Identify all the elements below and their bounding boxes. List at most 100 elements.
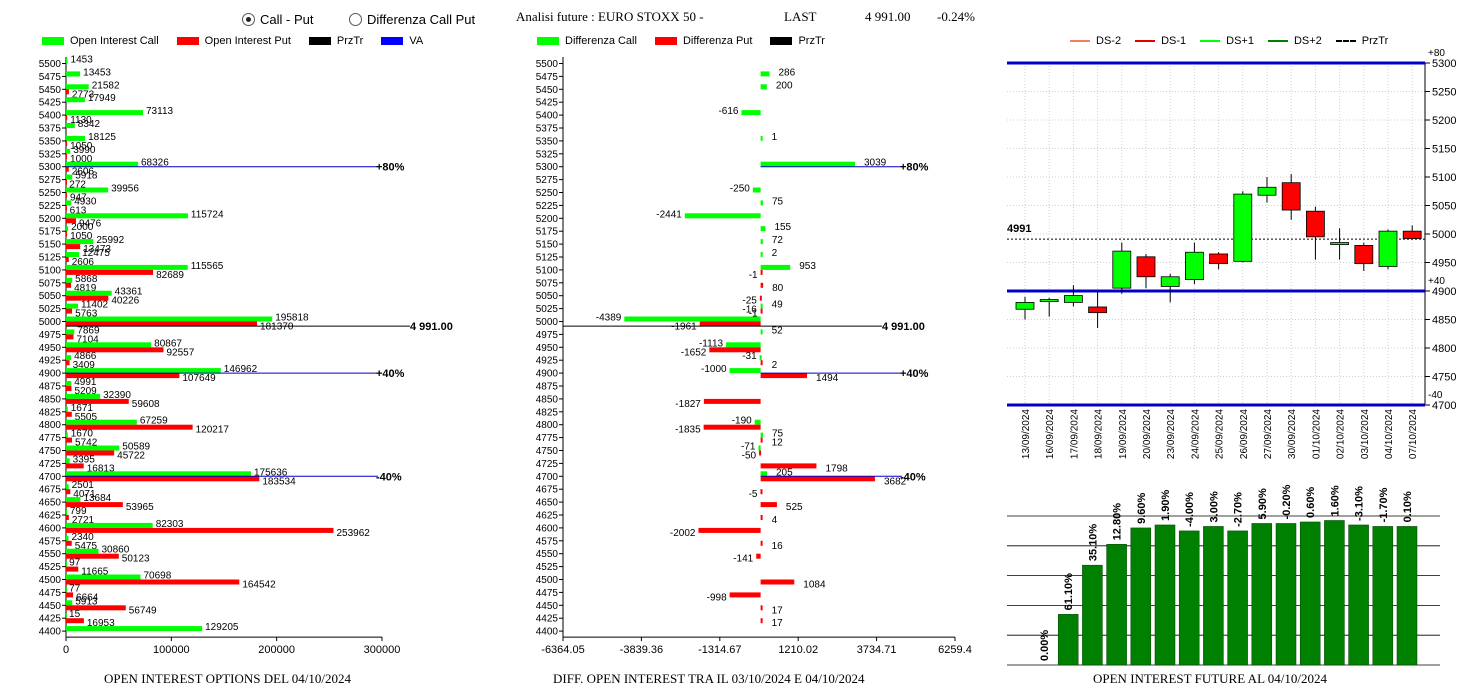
diff-put-label: -2002	[670, 528, 696, 539]
band-label: -40	[1428, 390, 1443, 401]
y-tick-label: 4675	[39, 485, 62, 496]
y-tick-label: 5150	[1432, 144, 1456, 156]
call-bar	[66, 626, 203, 632]
call-value-label: 15	[69, 609, 81, 620]
diff-call-bar	[759, 355, 762, 361]
legend2-put-label: Differenza Put	[682, 35, 753, 47]
y-tick-label: 4600	[536, 523, 559, 534]
x-tick-label: 24/09/2024	[1190, 409, 1201, 459]
put-value-label: 53965	[126, 502, 154, 513]
y-tick-label: 4800	[1432, 343, 1456, 355]
candle-body	[1160, 276, 1180, 287]
y-tick-label: 5200	[536, 214, 559, 225]
diff-put-bar	[760, 476, 875, 482]
put-bar	[66, 295, 109, 301]
y-tick-label: 5150	[536, 240, 559, 251]
call-value-label: 5913	[75, 596, 98, 607]
call-bar	[66, 264, 188, 270]
band-label: +80	[1428, 48, 1445, 59]
diff-put-label: -50	[742, 451, 757, 462]
put-value-label: 1050	[70, 141, 93, 152]
y-tick-label: 5425	[536, 98, 559, 109]
call-value-label: 82303	[156, 519, 184, 530]
diff-put-bar	[760, 282, 764, 288]
put-value-label: 1130	[70, 115, 92, 126]
y-tick-label: 4950	[39, 343, 62, 354]
diff-call-label: -4389	[596, 313, 622, 324]
oi-future-label: 35.10%	[1087, 524, 1099, 562]
put-value-label: 613	[70, 205, 87, 216]
call-bar	[66, 574, 141, 580]
candle-body	[1184, 251, 1204, 281]
candle-body	[1257, 186, 1277, 196]
oi-future-bar	[1227, 530, 1248, 666]
y-tick-label: 5175	[536, 227, 559, 238]
y-tick-label: 4400	[536, 627, 559, 638]
legend-prz-label: PrzTr	[336, 35, 364, 47]
put-value-label: 2606	[72, 167, 95, 178]
x-tick-label: 100000	[153, 644, 190, 656]
call-value-label: 13684	[83, 493, 111, 504]
y-tick-label: 4950	[1432, 258, 1456, 270]
y-tick-label: 4900	[39, 369, 62, 380]
put-value-label: 7104	[76, 334, 99, 345]
y-tick-label: 4450	[39, 601, 62, 612]
x-tick-label: 18/09/2024	[1094, 409, 1105, 459]
put-value-label: 164542	[242, 580, 276, 591]
diff-call-bar	[729, 368, 761, 374]
call-bar	[66, 587, 67, 593]
radio-diff-call-put[interactable]: Differenza Call Put	[349, 12, 475, 27]
put-value-label: 3409	[73, 360, 96, 371]
radio-call-put-indicator	[242, 13, 255, 26]
last-label: LAST	[784, 9, 817, 24]
call-value-label: 129205	[205, 622, 239, 633]
put-bar	[66, 437, 73, 443]
call-value-label: 1453	[71, 55, 94, 66]
y-tick-label: 5275	[39, 175, 62, 186]
put-value-label: 120217	[196, 425, 230, 436]
call-value-label: 5918	[75, 171, 98, 182]
oi-future-label: -3.10%	[1354, 486, 1366, 521]
x-tick-label: 03/10/2024	[1360, 409, 1371, 459]
diff-put-label: 17	[772, 618, 784, 629]
put-bar	[66, 347, 164, 353]
diff-call-label: 75	[772, 196, 784, 207]
call-value-label: 68326	[141, 158, 169, 169]
put-value-label: 5505	[75, 412, 98, 423]
diff-call-bar	[760, 84, 767, 90]
y-tick-label: 4725	[39, 459, 62, 470]
put-bar	[66, 115, 68, 121]
reference-line-label: +40%	[376, 368, 405, 380]
put-bar	[66, 424, 193, 430]
call-value-label: 13453	[83, 67, 111, 78]
radio-call-put[interactable]: Call - Put	[242, 12, 313, 27]
last-value: 4 991.00	[865, 9, 911, 24]
put-bar	[66, 192, 67, 198]
x-tick-label: 27/09/2024	[1263, 409, 1274, 459]
x-tick-label: -3839.36	[620, 644, 663, 656]
diff-put-label: 4	[772, 515, 778, 526]
oi-future-bar	[1130, 527, 1152, 666]
put-value-label: 6664	[76, 592, 99, 603]
y-tick-label: 4425	[39, 614, 62, 625]
put-value-label: 4819	[74, 283, 97, 294]
call-value-label: 39956	[111, 184, 139, 195]
y-tick-label: 5475	[536, 72, 559, 83]
put-value-label: 56749	[129, 605, 157, 616]
put-value-label: 11665	[81, 567, 109, 578]
candle-body	[1305, 210, 1325, 238]
x-tick-label: 6259.4	[938, 644, 972, 656]
diff-call-bar	[758, 445, 761, 451]
y-tick-label: 5300	[536, 162, 559, 173]
call-value-label: 1671	[71, 403, 94, 414]
legend3-dsp1-line	[1200, 40, 1221, 42]
legend-put-label: Open Interest Put	[204, 35, 291, 47]
call-value-label: 12475	[82, 248, 110, 259]
diff-put-label: -5	[749, 489, 758, 500]
y-tick-label: 4925	[39, 356, 62, 367]
y-tick-label: 4900	[1432, 286, 1456, 298]
diff-put-label: 525	[786, 502, 803, 513]
oi-future-bar	[1275, 523, 1297, 666]
candle-body	[1136, 256, 1156, 278]
oi-future-label: -2.70%	[1233, 492, 1245, 527]
